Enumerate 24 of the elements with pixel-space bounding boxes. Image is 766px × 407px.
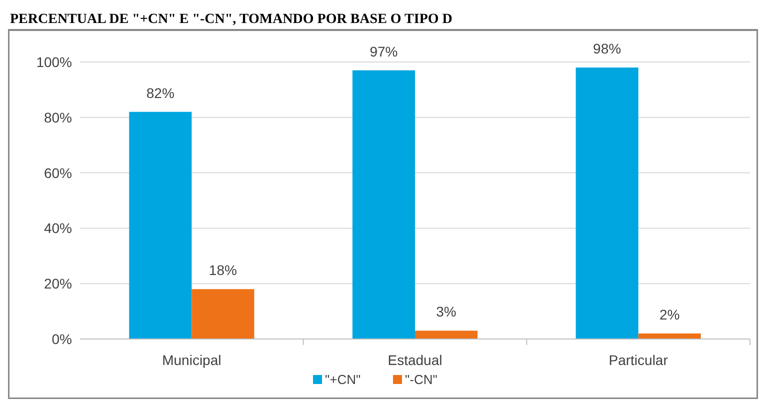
data-label: 82% bbox=[146, 84, 174, 101]
data-label: 98% bbox=[593, 40, 622, 57]
x-tick-label: Estadual bbox=[388, 352, 442, 368]
y-tick-label: 40% bbox=[44, 220, 72, 236]
chart-title: PERCENTUAL DE "+CN" E "-CN", TOMANDO POR BASE O TIPO D bbox=[10, 12, 452, 27]
data-label: 2% bbox=[659, 306, 680, 322]
y-tick-label: 100% bbox=[36, 54, 72, 70]
legend-label: "+CN" bbox=[325, 372, 361, 387]
x-tick-label: Municipal bbox=[162, 352, 222, 368]
data-label: 3% bbox=[436, 304, 456, 320]
data-label: 97% bbox=[370, 43, 398, 60]
y-tick-label: 60% bbox=[44, 164, 72, 181]
data-label: 18% bbox=[208, 262, 237, 278]
x-tick-label: Particular bbox=[608, 352, 668, 368]
y-tick-label: 0% bbox=[52, 331, 72, 347]
y-tick-label: 80% bbox=[44, 109, 72, 126]
bar bbox=[129, 112, 192, 339]
bar bbox=[576, 68, 638, 339]
bar bbox=[192, 289, 254, 339]
bar bbox=[415, 330, 478, 339]
y-tick-label: 20% bbox=[44, 276, 72, 292]
bar bbox=[352, 70, 415, 339]
bar bbox=[638, 333, 701, 339]
legend-label: "-CN" bbox=[405, 372, 438, 387]
